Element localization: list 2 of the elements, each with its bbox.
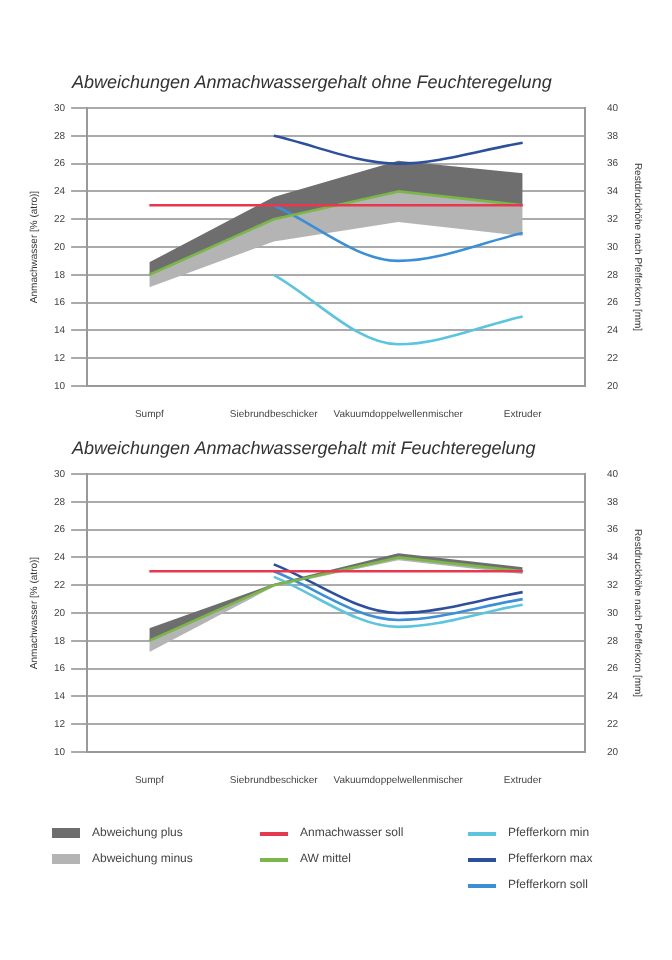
chart-title: Abweichungen Anmachwassergehalt mit Feuchteregelung — [72, 438, 538, 458]
chart-title: Abweichungen Anmachwassergehalt ohne Feuchteregelung — [72, 72, 554, 92]
